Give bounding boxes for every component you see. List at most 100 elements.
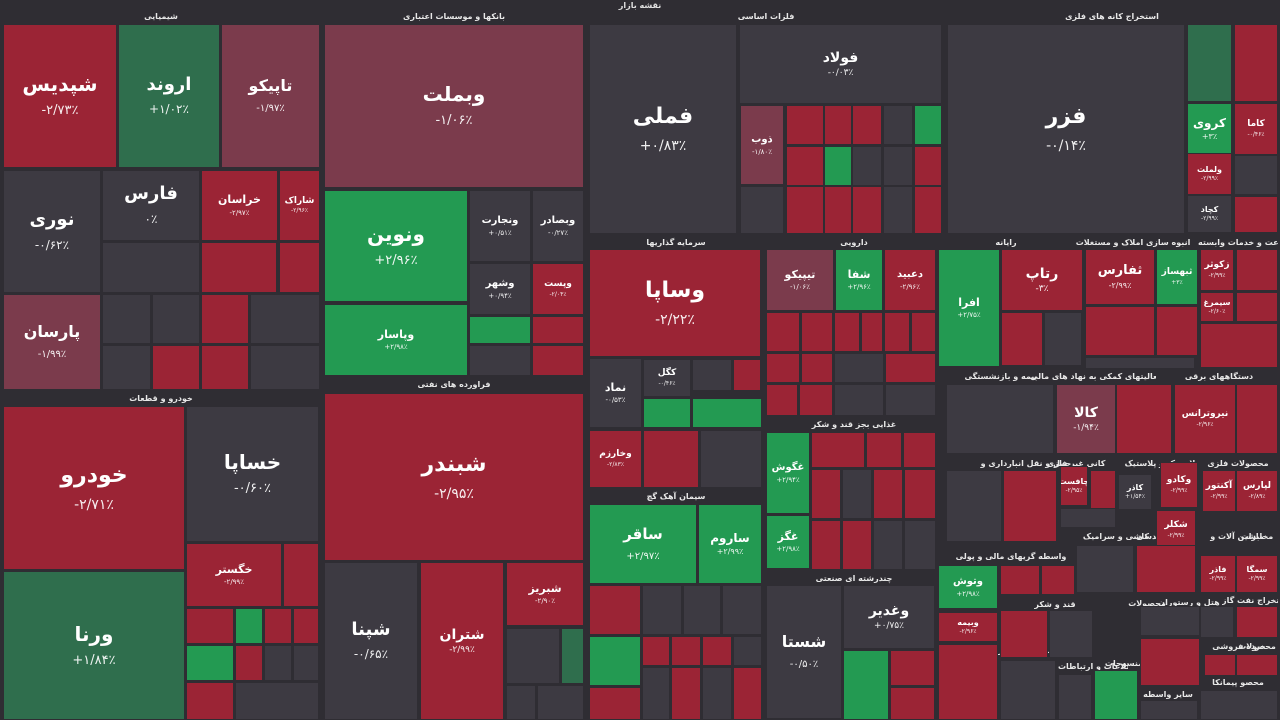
stock-tile[interactable]: رتاپ -۳٪ <box>1001 249 1083 311</box>
stock-tile[interactable]: ساقر +۲/۹۷٪ <box>589 504 697 584</box>
stock-tile[interactable]: فولاد -۰/۰۳٪ <box>739 24 942 104</box>
stock-cell[interactable] <box>1003 470 1057 542</box>
stock-cell[interactable] <box>589 585 641 635</box>
stock-cell[interactable] <box>914 105 942 145</box>
stock-cell[interactable] <box>834 353 884 383</box>
stock-cell[interactable] <box>786 186 824 234</box>
stock-cell[interactable] <box>866 432 902 468</box>
stock-cell[interactable] <box>722 585 762 635</box>
stock-tile[interactable]: نماد -۰/۵۳٪ <box>589 358 642 428</box>
stock-cell[interactable] <box>883 186 913 234</box>
stock-cell[interactable] <box>683 585 721 635</box>
stock-cell[interactable] <box>1156 306 1198 356</box>
stock-cell[interactable] <box>1236 606 1278 638</box>
stock-cell[interactable] <box>1044 312 1082 366</box>
stock-tile[interactable]: اروند +۱/۰۲٪ <box>118 24 220 168</box>
stock-cell[interactable] <box>469 345 531 376</box>
stock-cell[interactable] <box>532 316 584 344</box>
stock-cell[interactable] <box>702 667 732 720</box>
stock-tile[interactable]: ولملت -۲/۹۹٪ <box>1187 153 1232 195</box>
stock-cell[interactable] <box>1234 196 1278 233</box>
stock-cell[interactable] <box>824 105 852 145</box>
stock-tile[interactable]: پارسان -۱/۹۹٪ <box>3 294 101 390</box>
stock-tile[interactable]: کاما -۰/۴۶٪ <box>1234 103 1278 155</box>
stock-cell[interactable] <box>1049 610 1093 658</box>
stock-tile[interactable]: تیپیکو -۱/۰۶٪ <box>766 249 834 311</box>
stock-tile[interactable]: آکنتور -۲/۹۹٪ <box>1202 470 1236 512</box>
stock-cell[interactable] <box>1000 660 1056 720</box>
stock-tile[interactable]: خگستر -۲/۹۹٪ <box>186 543 282 607</box>
stock-cell[interactable] <box>884 312 910 352</box>
stock-tile[interactable]: غگوش +۲/۹۴٪ <box>766 432 810 514</box>
stock-cell[interactable] <box>186 682 234 720</box>
stock-cell[interactable] <box>279 242 320 293</box>
stock-tile[interactable]: نوری -۰/۶۲٪ <box>3 170 101 293</box>
stock-tile[interactable]: ثفارس -۲/۹۹٪ <box>1085 249 1155 305</box>
stock-tile[interactable]: وخارزم -۲/۸۳٪ <box>589 430 642 488</box>
stock-cell[interactable] <box>811 520 841 570</box>
stock-tile[interactable]: زکوثر -۲/۹۹٪ <box>1200 249 1234 291</box>
stock-tile[interactable]: وغدیر +۰/۷۵٪ <box>843 585 935 649</box>
stock-cell[interactable] <box>642 636 670 666</box>
stock-cell[interactable] <box>904 469 936 519</box>
stock-cell[interactable] <box>1041 565 1075 595</box>
stock-cell[interactable] <box>702 636 732 666</box>
stock-cell[interactable] <box>152 294 200 344</box>
stock-cell[interactable] <box>506 628 560 684</box>
stock-tile[interactable]: خراسان -۲/۹۷٪ <box>201 170 278 241</box>
stock-cell[interactable] <box>801 353 833 383</box>
stock-tile[interactable]: خساپا -۰/۶۰٪ <box>186 406 319 542</box>
stock-cell[interactable] <box>885 353 936 383</box>
stock-cell[interactable] <box>250 345 320 390</box>
stock-cell[interactable] <box>811 432 865 468</box>
stock-cell[interactable] <box>1140 700 1198 720</box>
stock-tile[interactable]: نیروترانس -۲/۹۶٪ <box>1174 384 1236 454</box>
stock-tile[interactable]: سمگا -۲/۹۹٪ <box>1236 555 1278 593</box>
stock-tile[interactable]: ثبهساز +۳٪ <box>1156 249 1198 305</box>
stock-cell[interactable] <box>873 469 903 519</box>
stock-cell[interactable] <box>786 146 824 186</box>
stock-cell[interactable] <box>1085 357 1195 369</box>
stock-tile[interactable]: فملی +۰/۸۳٪ <box>589 24 737 234</box>
stock-tile[interactable]: شپنا -۰/۶۵٪ <box>324 562 418 720</box>
stock-tile[interactable]: شپدیس -۲/۷۳٪ <box>3 24 117 168</box>
stock-cell[interactable] <box>201 242 277 293</box>
stock-tile[interactable]: وشهر +۰/۹۴٪ <box>469 263 531 315</box>
stock-cell[interactable] <box>201 345 249 390</box>
stock-cell[interactable] <box>1236 292 1278 322</box>
stock-cell[interactable] <box>861 312 883 352</box>
stock-tile[interactable]: وپست -۲/۰۴٪ <box>532 263 584 315</box>
stock-tile[interactable]: چافست -۲/۹۵٪ <box>1060 466 1088 506</box>
stock-cell[interactable] <box>914 186 942 234</box>
stock-cell[interactable] <box>1094 670 1138 720</box>
stock-cell[interactable] <box>801 312 833 352</box>
stock-cell[interactable] <box>904 520 936 570</box>
stock-cell[interactable] <box>671 667 701 720</box>
stock-cell[interactable] <box>642 585 682 635</box>
stock-cell[interactable] <box>1001 312 1043 366</box>
stock-tile[interactable]: وبصادر -۰/۲۷٪ <box>532 190 584 262</box>
stock-tile[interactable]: سیمرغ -۲/۶۰٪ <box>1200 292 1234 322</box>
stock-cell[interactable] <box>852 105 882 145</box>
stock-tile[interactable]: لپارس -۲/۸۹٪ <box>1236 470 1278 512</box>
stock-cell[interactable] <box>186 645 234 681</box>
stock-cell[interactable] <box>235 645 263 681</box>
stock-cell[interactable] <box>740 186 784 234</box>
stock-cell[interactable] <box>152 345 200 390</box>
stock-tile[interactable]: شفا +۲/۹۶٪ <box>835 249 883 311</box>
stock-cell[interactable] <box>1204 654 1236 676</box>
stock-cell[interactable] <box>834 384 884 416</box>
stock-tile[interactable]: فزر -۰/۱۴٪ <box>947 24 1185 234</box>
stock-cell[interactable] <box>1000 610 1048 658</box>
stock-cell[interactable] <box>903 432 936 468</box>
stock-tile[interactable]: فارس ۰٪ <box>102 170 200 241</box>
stock-cell[interactable] <box>1200 323 1278 368</box>
stock-cell[interactable] <box>1140 638 1200 686</box>
stock-cell[interactable] <box>938 644 998 720</box>
stock-cell[interactable] <box>1200 606 1234 638</box>
stock-cell[interactable] <box>733 636 762 666</box>
stock-cell[interactable] <box>692 398 762 428</box>
stock-cell[interactable] <box>1116 384 1172 454</box>
stock-cell[interactable] <box>102 242 200 293</box>
stock-tile[interactable]: کاذر +۱/۵۴٪ <box>1118 474 1152 510</box>
